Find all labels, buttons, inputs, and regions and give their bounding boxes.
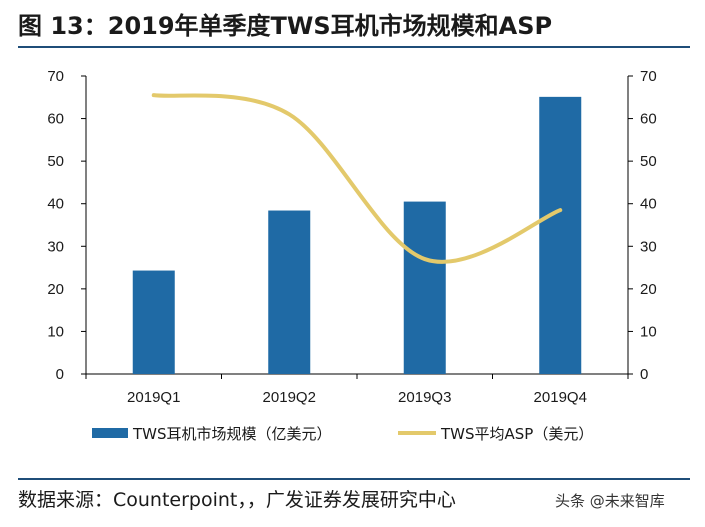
y-tick-label-left: 50 bbox=[47, 153, 64, 170]
asp-line bbox=[151, 93, 563, 264]
chart-title: 图 13：2019年单季度TWS耳机市场规模和ASP bbox=[18, 12, 553, 40]
line-series bbox=[151, 93, 563, 264]
y-tick-label-right: 20 bbox=[640, 281, 657, 298]
y-tick-label-right: 50 bbox=[640, 153, 657, 170]
y-tick-label-left: 60 bbox=[47, 111, 64, 128]
bar bbox=[403, 201, 446, 374]
axes: 0 0 10 10 20 20 30 30 40 40 50 50 60 60 70 70 2019Q1 2019… bbox=[47, 68, 656, 406]
legend-label-line: TWS平均ASP（美元） bbox=[440, 425, 593, 443]
legend-label-bar: TWS耳机市场规模（亿美元） bbox=[132, 425, 332, 443]
y-tick-label-right: 10 bbox=[640, 323, 657, 340]
title-divider bbox=[18, 46, 690, 48]
x-tick-label: 2019Q3 bbox=[398, 389, 451, 406]
bar bbox=[268, 210, 311, 374]
x-tick-label: 2019Q2 bbox=[263, 389, 316, 406]
y-tick-label-left: 70 bbox=[47, 68, 64, 85]
x-tick-label: 2019Q4 bbox=[534, 389, 587, 406]
bar bbox=[132, 270, 175, 374]
y-tick-label-right: 0 bbox=[640, 366, 648, 383]
x-tick-label: 2019Q1 bbox=[127, 389, 180, 406]
source-divider bbox=[18, 478, 690, 480]
bar bbox=[539, 96, 582, 375]
legend: TWS耳机市场规模（亿美元） TWS平均ASP（美元） bbox=[92, 425, 593, 443]
y-tick-label-left: 0 bbox=[56, 366, 64, 383]
chart: 0 0 10 10 20 20 30 30 40 40 50 50 60 60 70 70 2019Q1 2019… bbox=[47, 68, 656, 443]
y-tick-label-left: 30 bbox=[47, 238, 64, 255]
y-tick-label-left: 20 bbox=[47, 281, 64, 298]
y-tick-label-right: 70 bbox=[640, 68, 657, 85]
bar-series bbox=[132, 96, 582, 375]
source-note: 数据来源：Counterpoint，，广发证券发展研究中心 bbox=[18, 489, 456, 511]
y-tick-label-right: 30 bbox=[640, 238, 657, 255]
watermark: 头条 @未来智库 bbox=[555, 492, 665, 510]
legend-swatch-bar bbox=[92, 428, 128, 438]
y-tick-label-left: 40 bbox=[47, 196, 64, 213]
y-tick-label-left: 10 bbox=[47, 323, 64, 340]
y-tick-label-right: 40 bbox=[640, 196, 657, 213]
y-tick-label-right: 60 bbox=[640, 111, 657, 128]
